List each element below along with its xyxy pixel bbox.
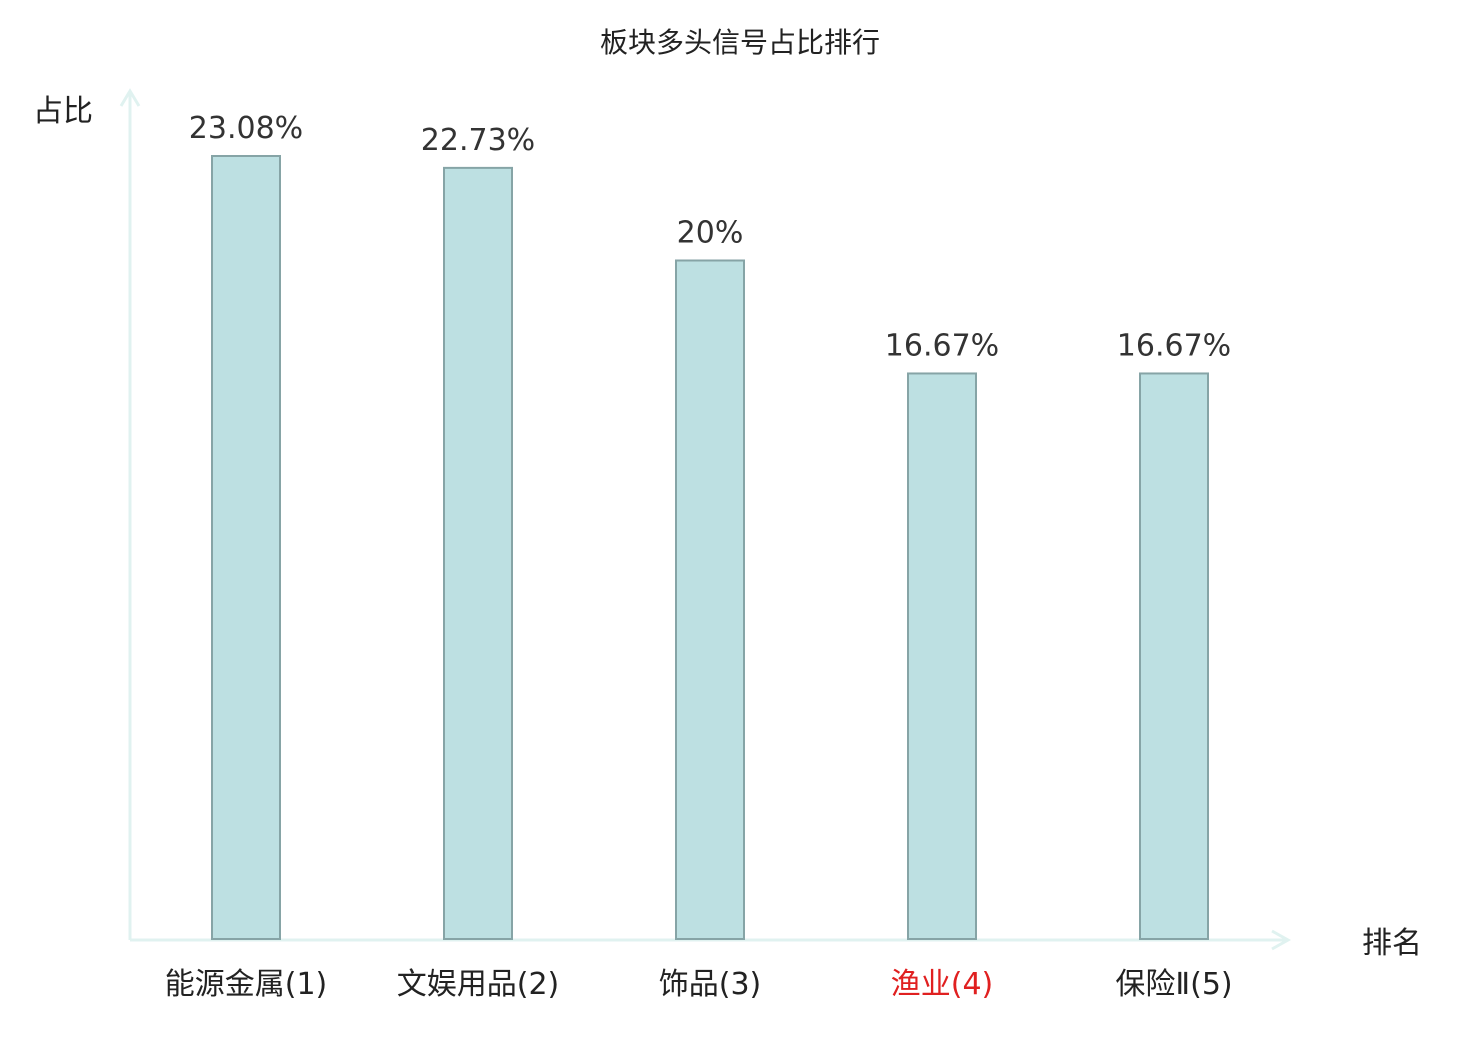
y-axis-arrowhead: [119, 88, 141, 107]
category-labels-layer: 能源金属(1) 文娱用品(2) 饰品(3) 渔业(4) 保险Ⅱ(5): [165, 967, 1233, 1002]
bar-5: [1139, 372, 1209, 941]
bar-4: [907, 372, 977, 941]
x-axis-arrowhead: [1271, 929, 1292, 951]
value-label-3: 20%: [677, 215, 744, 250]
value-label-4: 16.67%: [885, 328, 999, 363]
bar-2: [443, 166, 513, 941]
bars-layer: [211, 155, 1209, 941]
chart-title: 板块多头信号占比排行: [600, 26, 880, 59]
value-label-1: 23.08%: [189, 111, 303, 146]
value-labels-layer: 23.08% 22.73% 20% 16.67% 16.67%: [189, 111, 1231, 363]
bar-1: [211, 155, 281, 940]
bar-3: [675, 259, 745, 940]
category-label-5: 保险Ⅱ(5): [1115, 967, 1232, 1002]
category-label-1: 能源金属(1): [165, 967, 328, 1002]
category-label-2: 文娱用品(2): [397, 967, 560, 1002]
category-label-4: 渔业(4): [891, 967, 994, 1002]
value-label-2: 22.73%: [421, 123, 535, 158]
y-axis-label: 占比: [33, 94, 93, 129]
value-label-5: 16.67%: [1117, 328, 1231, 363]
category-label-3: 饰品(3): [659, 967, 762, 1002]
x-axis-label: 排名: [1362, 926, 1422, 961]
